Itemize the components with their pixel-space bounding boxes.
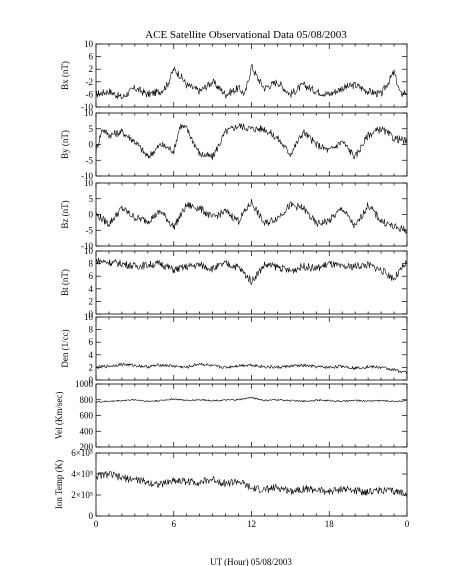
x-tick-label: 0 [94, 519, 99, 529]
panel-frame-vel [95, 383, 408, 448]
x-axis-label: UT (Hour) 05/08/2003 [210, 557, 292, 566]
y-tick-label: -10 [81, 171, 93, 181]
y-tick-label: 10 [84, 312, 94, 322]
y-tick-label: 4×10⁵ [71, 469, 93, 479]
y-tick-label: -5 [86, 225, 94, 235]
y-axis-label-den: Den (1/cc) [60, 329, 70, 367]
y-tick-label: 6 [89, 337, 94, 347]
panel-frame-temp [95, 452, 408, 517]
series-line-den [95, 362, 408, 374]
panel-bt: Bt (nT) 10 8 6 4 2 0 [60, 246, 408, 319]
series-line-temp [95, 470, 408, 497]
y-axis-label-bt: Bt (nT) [60, 269, 70, 296]
panel-den: Den (1/cc) 10 8 6 4 2 0 [60, 312, 408, 385]
panel-frame-bx [95, 43, 408, 108]
y-tick-label: 10 [84, 39, 94, 49]
panel-by: By (nT) 10 5 0 -5 -10 [60, 108, 408, 181]
y-tick-label: 8 [89, 325, 94, 335]
y-axis-label-bx: Bx (nT) [60, 61, 70, 90]
y-tick-label: -10 [81, 241, 93, 251]
y-tick-label: 200 [80, 442, 94, 452]
series-line-bx [95, 63, 408, 100]
y-tick-label: 2×10⁵ [71, 490, 93, 500]
series-line-vel [95, 396, 408, 403]
y-tick-label: 0 [89, 140, 94, 150]
y-tick-label: 10 [84, 246, 94, 256]
panel-frame-by [95, 112, 408, 177]
y-tick-label: 0 [89, 210, 94, 220]
y-axis-label-by: By (nT) [60, 130, 70, 159]
y-tick-label: 2 [89, 296, 94, 306]
y-tick-label: 800 [80, 395, 94, 405]
y-tick-label: 0 [89, 511, 94, 521]
y-tick-label: -10 [81, 102, 93, 112]
series-line-bz [95, 198, 408, 234]
y-axis-label-bz: Bz (nT) [60, 200, 70, 228]
panel-vel: Vel (Km/sec) 1000 800 600 400 200 [54, 379, 408, 452]
y-tick-label: 6 [89, 52, 94, 62]
x-tick-label: 12 [247, 519, 256, 529]
y-tick-label: 0 [89, 375, 94, 385]
y-tick-label: 6 [89, 271, 94, 281]
panel-frame-bt [95, 250, 408, 315]
y-tick-label: 5 [89, 124, 94, 134]
y-tick-label: 6×10⁵ [71, 448, 93, 458]
y-tick-label: 2 [89, 362, 94, 372]
y-tick-label: -5 [86, 155, 94, 165]
y-tick-label: -6 [86, 89, 94, 99]
panel-bz: Bz (nT) 10 5 0 -5 -10 [60, 178, 408, 251]
x-tick-label: 6 [172, 519, 177, 529]
x-tick-label: 18 [325, 519, 335, 529]
y-tick-label: 4 [89, 350, 94, 360]
y-tick-label: 4 [89, 284, 94, 294]
panel-bx: Bx (nT) 10 6 2 -2 -6 -10 [60, 39, 408, 112]
y-axis-label-vel: Vel (Km/sec) [54, 392, 64, 440]
y-tick-label: 5 [89, 194, 94, 204]
y-axis-label-temp: Ion Temp (K) [54, 460, 64, 509]
y-tick-label: 8 [89, 259, 94, 269]
y-tick-label: 2 [89, 64, 94, 74]
panel-frame-bz [95, 182, 408, 247]
y-tick-label: 10 [84, 108, 94, 118]
y-tick-label: 600 [80, 411, 94, 421]
y-tick-label: 0 [89, 309, 94, 319]
y-tick-label: 1000 [75, 379, 94, 389]
x-tick-label: 0 [405, 519, 410, 529]
panel-temp: Ion Temp (K) 6×10⁵ 4×10⁵ 2×10⁵ 0 [54, 448, 408, 521]
y-tick-label: 10 [84, 178, 94, 188]
chart-title: ACE Satellite Observational Data 05/08/2… [145, 29, 347, 41]
series-line-by [95, 123, 408, 161]
panel-frame-den [95, 316, 408, 381]
series-line-bt [95, 257, 408, 285]
y-tick-label: 400 [80, 426, 94, 436]
y-tick-label: -2 [86, 77, 94, 87]
